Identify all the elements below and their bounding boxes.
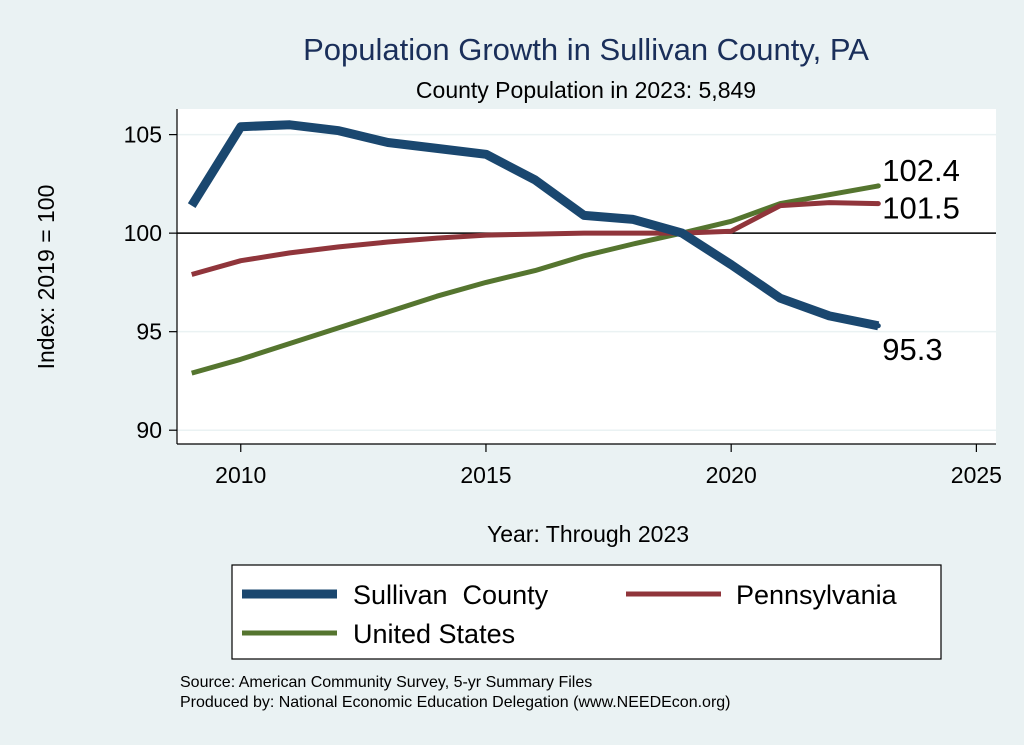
series-lines (187, 120, 881, 376)
chart-title: Population Growth in Sullivan County, PA (303, 32, 869, 67)
series-end-point-united-states (875, 183, 881, 189)
x-tick-label-2010: 2010 (215, 462, 266, 488)
y-tick-label-105: 105 (124, 122, 162, 148)
tick-labels: 90 95 100 105 2010 2015 2020 2025 (124, 122, 1002, 488)
legend-label-sullivan: Sullivan County (353, 580, 549, 610)
x-axis-label: Year: Through 2023 (487, 521, 689, 547)
y-tick-label-95: 95 (136, 319, 162, 345)
legend-label-pennsylvania: Pennsylvania (736, 580, 898, 610)
chart-subtitle: County Population in 2023: 5,849 (416, 77, 756, 103)
x-tick-label-2015: 2015 (460, 462, 511, 488)
series-end-point-sullivan-county (875, 323, 881, 329)
legend-box (231, 564, 942, 660)
legend: Sullivan County Pennsylvania United Stat… (231, 564, 942, 660)
end-label-sullivan-county: 95.3 (882, 332, 942, 367)
legend-label-united-states: United States (353, 619, 515, 649)
end-label-pennsylvania: 101.5 (882, 191, 960, 226)
y-tick-label-90: 90 (136, 417, 162, 443)
end-label-united-states: 102.4 (882, 153, 960, 188)
plot-area (177, 109, 996, 444)
series-line-pennsylvania (191, 200, 879, 277)
series-end-point-pennsylvania (875, 201, 881, 207)
source-note: Source: American Community Survey, 5-yr … (180, 674, 592, 691)
x-tick-label-2025: 2025 (951, 462, 1002, 488)
x-tick-label-2020: 2020 (706, 462, 757, 488)
series-line-united-states (191, 183, 879, 376)
series-line-sullivan-county (187, 120, 880, 331)
y-axis-label: Index: 2019 = 100 (33, 185, 59, 370)
producer-note: Produced by: National Economic Education… (180, 694, 731, 711)
y-tick-label-100: 100 (124, 220, 162, 246)
